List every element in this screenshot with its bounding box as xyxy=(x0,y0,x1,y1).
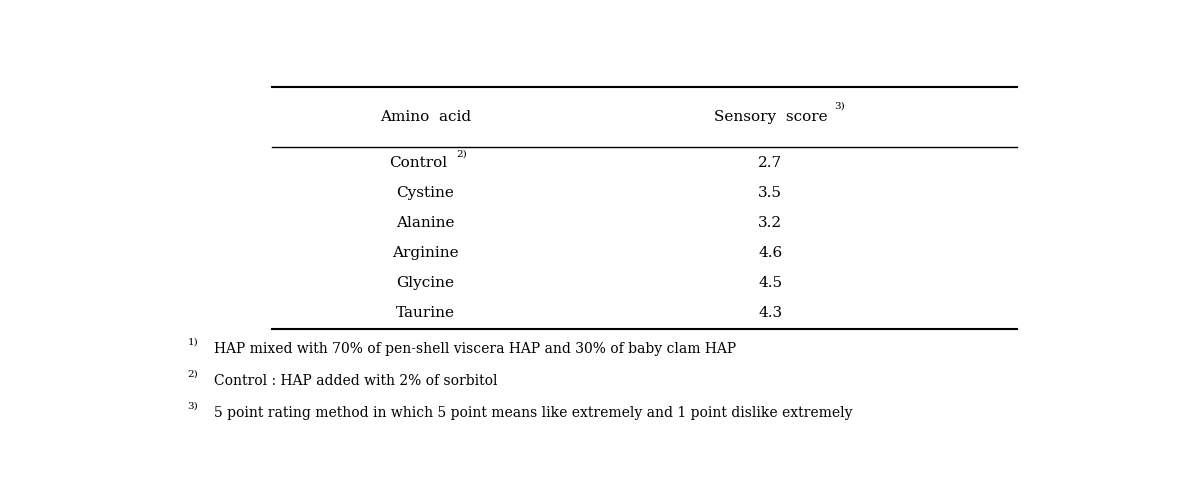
Text: 4.6: 4.6 xyxy=(758,246,782,260)
Text: Cystine: Cystine xyxy=(397,186,455,200)
Text: 5 point rating method in which 5 point means like extremely and 1 point dislike : 5 point rating method in which 5 point m… xyxy=(214,407,852,420)
Text: 1): 1) xyxy=(188,337,198,346)
Text: Sensory  score: Sensory score xyxy=(713,110,828,124)
Text: 2): 2) xyxy=(188,369,198,378)
Text: Arginine: Arginine xyxy=(392,246,458,260)
Text: 3.2: 3.2 xyxy=(758,216,782,230)
Text: Control: Control xyxy=(389,155,448,170)
Text: 3): 3) xyxy=(188,401,198,411)
Text: 3.5: 3.5 xyxy=(758,186,782,200)
Text: 4.3: 4.3 xyxy=(758,306,782,320)
Text: 2): 2) xyxy=(456,150,467,159)
Text: HAP mixed with 70% of pen-shell viscera HAP and 30% of baby clam HAP: HAP mixed with 70% of pen-shell viscera … xyxy=(214,343,736,356)
Text: Taurine: Taurine xyxy=(396,306,455,320)
Text: Control : HAP added with 2% of sorbitol: Control : HAP added with 2% of sorbitol xyxy=(214,374,497,389)
Text: 3): 3) xyxy=(834,101,845,110)
Text: 4.5: 4.5 xyxy=(758,276,782,290)
Text: Alanine: Alanine xyxy=(396,216,455,230)
Text: 2.7: 2.7 xyxy=(758,155,782,170)
Text: Glycine: Glycine xyxy=(397,276,455,290)
Text: Amino  acid: Amino acid xyxy=(380,110,470,124)
